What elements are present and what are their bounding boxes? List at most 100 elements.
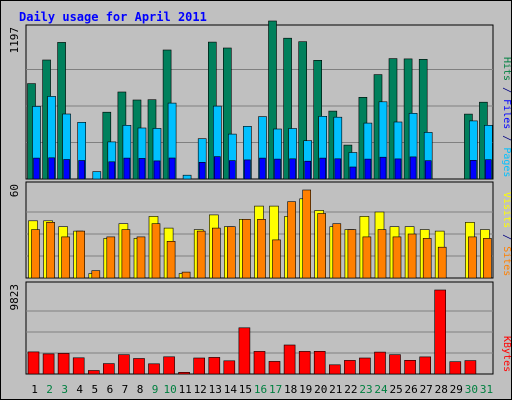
bar-pages-day-25 <box>394 158 402 180</box>
bar-sites-day-17 <box>272 239 281 279</box>
bar-sites-day-31 <box>483 238 492 279</box>
bar-pages-day-20 <box>319 157 327 180</box>
panel-visits-sites: 60 Visits / Sites <box>8 181 511 279</box>
bar-sites-day-12 <box>196 230 206 279</box>
bar-pages-day-12 <box>198 162 206 180</box>
x-tick-day-22: 22 <box>344 383 357 396</box>
bar-kbytes-day-22 <box>344 360 356 375</box>
bar-kbytes-day-14 <box>223 360 236 375</box>
bar-kbytes-day-7 <box>118 354 130 375</box>
bar-sites-day-22 <box>347 229 357 279</box>
x-tick-day-28: 28 <box>435 383 448 396</box>
bar-pages-day-1 <box>33 157 40 180</box>
bar-kbytes-day-13 <box>208 357 221 375</box>
bar-pages-day-13 <box>214 156 221 180</box>
bar-pages-day-24 <box>379 156 387 180</box>
bar-sites-day-10 <box>166 241 176 279</box>
x-tick-day-20: 20 <box>314 383 327 396</box>
bar-kbytes-day-5 <box>88 370 100 375</box>
bar-files-day-11 <box>182 174 192 180</box>
bar-pages-day-19 <box>304 160 312 180</box>
bar-sites-day-19 <box>302 189 312 279</box>
bar-kbytes-day-23 <box>359 357 371 375</box>
bar-pages-day-18 <box>289 158 296 180</box>
legend-text-hits-files-pages-0: Hits <box>501 57 511 81</box>
bar-hits-day-27 <box>418 58 428 180</box>
bar-sites-day-6 <box>106 236 116 279</box>
legend-hits-files-pages: Hits / Files / Pages <box>501 57 511 177</box>
bar-kbytes-day-8 <box>133 358 145 375</box>
legend-text-hits-files-pages-4: Pages <box>501 147 511 177</box>
bar-sites-day-11 <box>181 271 191 279</box>
bar-kbytes-day-1 <box>27 351 40 375</box>
bar-pages-day-23 <box>364 158 372 180</box>
bar-hits-day-19 <box>298 41 308 180</box>
x-tick-day-2: 2 <box>46 383 53 396</box>
bar-pages-day-2 <box>48 157 55 180</box>
bar-sites-day-30 <box>468 236 477 279</box>
bar-pages-day-31 <box>485 159 492 180</box>
x-tick-day-19: 19 <box>299 383 312 396</box>
bar-hits-day-18 <box>283 37 292 180</box>
x-tick-day-7: 7 <box>122 383 129 396</box>
x-tick-day-12: 12 <box>194 383 207 396</box>
bar-pages-day-15 <box>244 159 251 180</box>
x-tick-day-21: 21 <box>329 383 342 396</box>
bar-pages-day-3 <box>63 159 70 180</box>
bar-kbytes-day-21 <box>328 364 341 375</box>
bar-sites-day-8 <box>136 236 146 279</box>
bar-kbytes-day-30 <box>464 360 477 375</box>
legend-visits-sites: Visits / Sites <box>501 192 511 276</box>
bar-pages-day-17 <box>274 158 281 180</box>
bar-sites-day-14 <box>227 226 236 279</box>
bar-pages-day-6 <box>108 161 116 180</box>
x-tick-day-23: 23 <box>359 383 372 396</box>
x-tick-day-9: 9 <box>152 383 159 396</box>
bar-kbytes-day-19 <box>298 351 311 375</box>
bar-kbytes-day-29 <box>449 361 462 375</box>
x-tick-day-29: 29 <box>450 383 463 396</box>
legend-text-hits-files-pages-2: Files <box>501 99 511 129</box>
x-tick-day-24: 24 <box>374 383 388 396</box>
bar-kbytes-day-2 <box>42 353 55 375</box>
bar-pages-day-10 <box>168 157 176 180</box>
ymax-label-kbytes: 9823 <box>8 284 21 311</box>
legend-text-visits-sites-1: / <box>501 228 511 246</box>
bar-kbytes-day-9 <box>148 363 160 375</box>
bar-sites-day-24 <box>377 229 387 279</box>
x-tick-day-25: 25 <box>389 383 402 396</box>
bar-sites-day-5 <box>91 270 101 279</box>
bar-hits-day-25 <box>388 58 398 180</box>
bar-pages-day-7 <box>123 157 131 180</box>
bar-kbytes-day-16 <box>253 351 266 375</box>
bar-kbytes-day-20 <box>313 350 326 375</box>
bar-sites-day-16 <box>257 219 266 279</box>
bar-hits-day-3 <box>57 42 66 180</box>
panel-hits-files-pages: 1197 Hits / Files / Pages <box>8 20 511 180</box>
x-tick-day-26: 26 <box>404 383 417 396</box>
bar-sites-day-15 <box>242 219 251 279</box>
bar-sites-day-28 <box>437 246 447 279</box>
x-tick-day-10: 10 <box>163 383 176 396</box>
x-tick-day-5: 5 <box>91 383 98 396</box>
bar-kbytes-day-12 <box>193 357 205 375</box>
bar-sites-day-13 <box>212 227 221 279</box>
bar-kbytes-day-27 <box>419 356 432 375</box>
x-tick-day-6: 6 <box>107 383 114 396</box>
bar-pages-day-30 <box>470 160 477 180</box>
bar-sites-day-23 <box>362 236 372 279</box>
bar-pages-day-16 <box>259 157 266 180</box>
bar-hits-day-14 <box>223 47 232 180</box>
x-tick-day-8: 8 <box>137 383 144 396</box>
x-tick-day-31: 31 <box>480 383 493 396</box>
x-tick-day-11: 11 <box>179 383 192 396</box>
bar-sites-day-4 <box>76 230 85 279</box>
bar-kbytes-day-24 <box>374 351 386 375</box>
legend-text-visits-sites-2: Sites <box>501 246 511 276</box>
bar-sites-day-25 <box>392 236 402 279</box>
bar-kbytes-day-26 <box>404 359 416 375</box>
x-tick-day-30: 30 <box>465 383 478 396</box>
x-tick-day-16: 16 <box>254 383 267 396</box>
legend-text-visits-sites-0: Visits <box>501 192 511 228</box>
x-tick-day-3: 3 <box>61 383 68 396</box>
